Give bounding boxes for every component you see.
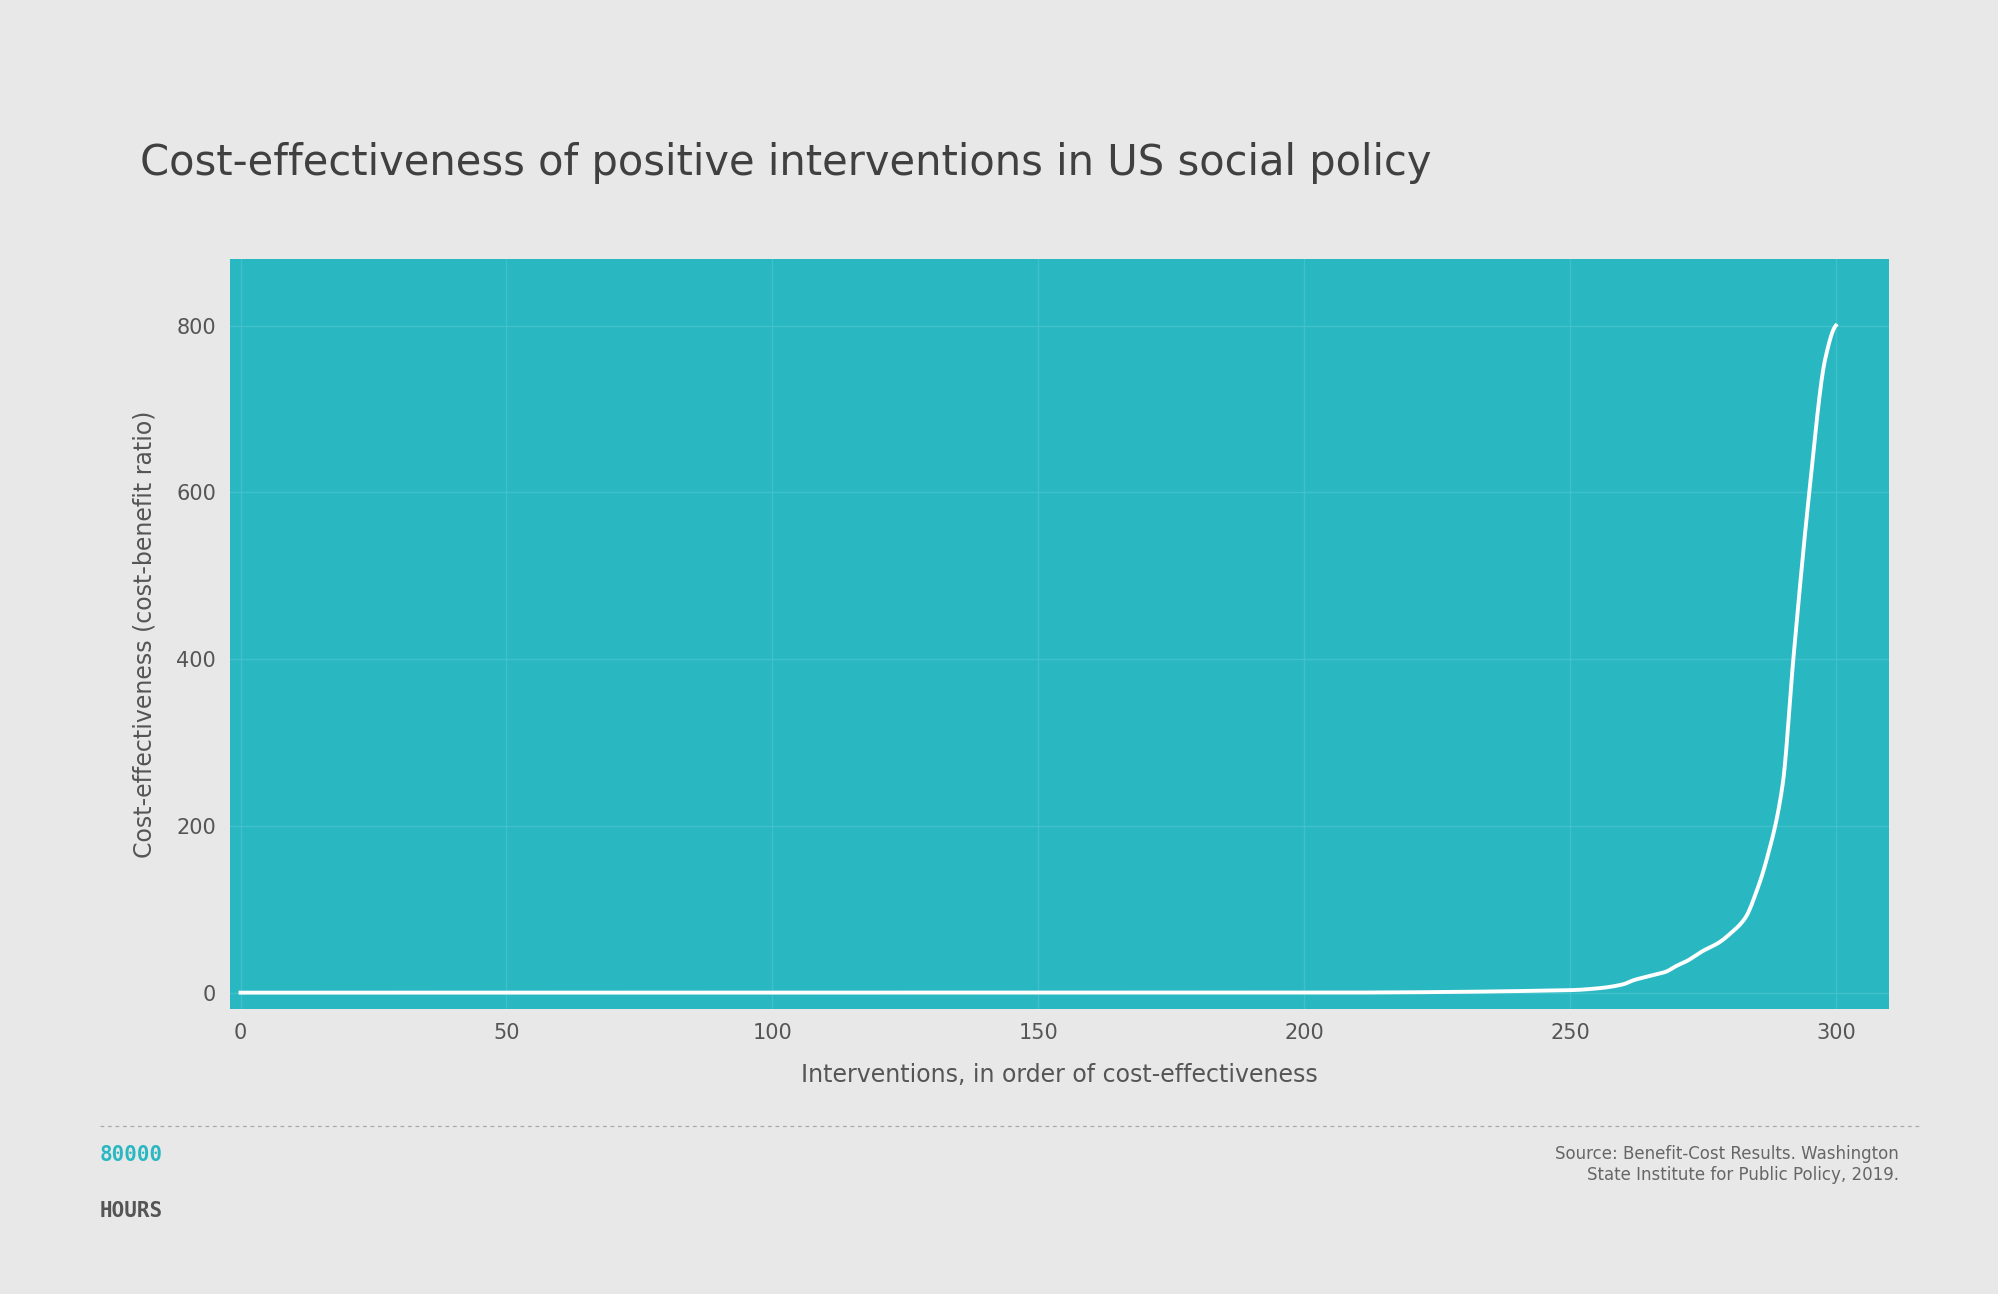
X-axis label: Interventions, in order of cost-effectiveness: Interventions, in order of cost-effectiv…	[801, 1062, 1317, 1087]
Text: Cost-effectiveness of positive interventions in US social policy: Cost-effectiveness of positive intervent…	[140, 142, 1431, 184]
Text: Source: Benefit-Cost Results. Washington
State Institute for Public Policy, 2019: Source: Benefit-Cost Results. Washington…	[1554, 1145, 1898, 1184]
Text: 80000: 80000	[100, 1145, 164, 1165]
Text: HOURS: HOURS	[100, 1201, 164, 1220]
Y-axis label: Cost-effectiveness (cost-benefit ratio): Cost-effectiveness (cost-benefit ratio)	[132, 410, 156, 858]
